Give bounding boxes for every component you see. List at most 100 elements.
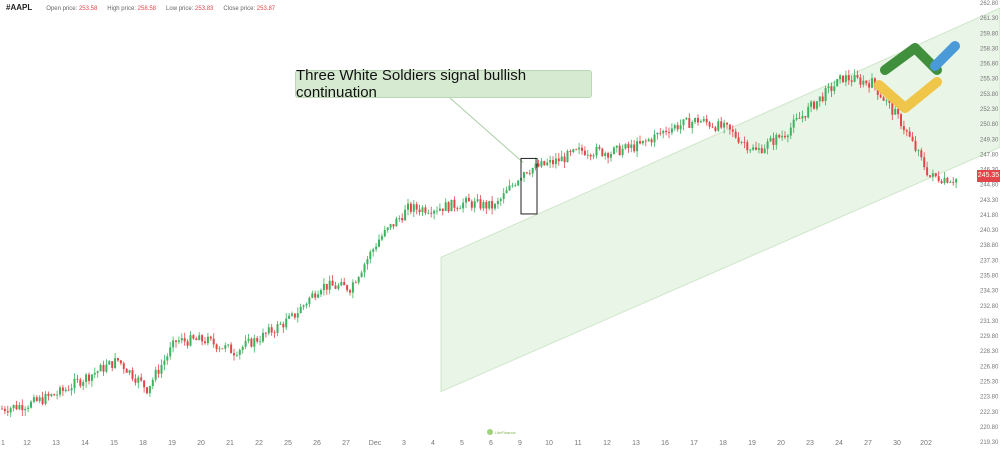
candle-body xyxy=(705,118,708,123)
x-tick-label: 19 xyxy=(748,440,756,447)
candle-body xyxy=(807,106,810,118)
candle-body xyxy=(778,135,781,138)
candle-body xyxy=(340,282,343,286)
candle-body xyxy=(198,335,201,341)
candle-body xyxy=(879,94,882,98)
candle-body xyxy=(717,121,720,131)
candle-body xyxy=(151,379,154,386)
candle-body xyxy=(354,282,357,284)
x-tick-label: 18 xyxy=(719,440,727,447)
candle-body xyxy=(769,138,772,142)
candle-body xyxy=(264,332,267,334)
candle-body xyxy=(482,201,485,209)
candle-body xyxy=(343,282,346,286)
candle-body xyxy=(421,207,424,213)
candle-body xyxy=(140,377,143,381)
candle-body xyxy=(656,132,659,135)
x-tick-label: 18 xyxy=(139,440,147,447)
y-tick-label: 231.30 xyxy=(980,319,999,325)
candle-body xyxy=(44,393,47,404)
candle-body xyxy=(128,370,131,373)
candle-body xyxy=(679,125,682,130)
candle-body xyxy=(250,338,253,347)
ohlc-header: #AAPL Open price: 253.58 High price: 258… xyxy=(6,3,275,12)
candle-body xyxy=(621,148,624,156)
x-tick-label: 19 xyxy=(168,440,176,447)
candle-body xyxy=(572,149,575,153)
y-tick-label: 238.80 xyxy=(980,243,999,249)
candle-body xyxy=(633,144,636,152)
candle-body xyxy=(253,338,256,347)
candle-body xyxy=(610,153,612,158)
candle-body xyxy=(18,405,21,410)
candle-body xyxy=(169,347,172,357)
candle-body xyxy=(752,147,755,150)
candle-body xyxy=(856,75,859,78)
y-tick-label: 228.30 xyxy=(980,349,999,355)
candle-body xyxy=(630,144,633,149)
candle-body xyxy=(937,176,940,182)
candle-body xyxy=(740,141,743,143)
candle-body xyxy=(186,341,189,346)
x-tick-label: 11 xyxy=(574,440,581,447)
candle-body xyxy=(441,208,444,211)
candle-body xyxy=(351,282,354,293)
candle-body xyxy=(305,303,308,306)
symbol-label: #AAPL xyxy=(6,3,33,12)
candle-body xyxy=(407,203,409,210)
y-tick-label: 249.30 xyxy=(980,137,999,143)
candle-body xyxy=(363,264,366,273)
candle-body xyxy=(583,150,586,156)
candle-body xyxy=(256,338,259,342)
candle-body xyxy=(67,389,70,391)
candle-body xyxy=(479,199,482,209)
candle-body xyxy=(79,379,82,386)
candle-body xyxy=(88,374,90,381)
candle-body xyxy=(160,364,163,374)
candle-body xyxy=(325,283,328,290)
candle-body xyxy=(41,397,44,404)
low-label: Low price: 253.83 xyxy=(166,6,214,12)
candle-body xyxy=(53,394,56,396)
x-tick-label: 16 xyxy=(661,440,669,447)
y-tick-label: 219.30 xyxy=(980,440,999,446)
x-tick-label: 13 xyxy=(632,440,640,447)
candle-body xyxy=(291,313,293,316)
candle-body xyxy=(279,323,282,325)
candle-body xyxy=(467,197,470,202)
candle-body xyxy=(9,408,12,413)
candle-body xyxy=(82,382,85,386)
y-tick-label: 222.30 xyxy=(980,410,999,416)
candle-body xyxy=(360,272,363,278)
x-tick-label: 13 xyxy=(52,440,60,447)
y-tick-label: 247.80 xyxy=(980,152,999,158)
candle-body xyxy=(288,315,291,319)
x-tick-label: 27 xyxy=(864,440,872,447)
candle-body xyxy=(943,177,946,184)
candle-body xyxy=(50,394,53,396)
candle-body xyxy=(813,101,815,109)
candle-body xyxy=(334,285,337,289)
candle-body xyxy=(320,290,322,295)
candle-body xyxy=(143,380,146,388)
x-tick-label: 20 xyxy=(777,440,785,447)
x-tick-label: 12 xyxy=(603,440,611,447)
candle-body xyxy=(282,323,285,328)
candle-body xyxy=(314,293,317,298)
candle-body xyxy=(177,340,180,342)
candle-body xyxy=(575,149,578,151)
candle-body xyxy=(537,163,540,167)
candle-body xyxy=(366,258,369,265)
candle-body xyxy=(891,102,894,115)
x-tick-label: 17 xyxy=(690,440,698,447)
candle-body xyxy=(853,75,856,82)
candle-body xyxy=(227,344,230,346)
candle-body xyxy=(801,116,804,119)
candle-body xyxy=(902,126,905,131)
candle-body xyxy=(952,182,955,183)
candle-body xyxy=(682,119,685,126)
candle-body xyxy=(24,408,27,411)
candle-body xyxy=(438,208,441,211)
x-tick-label: 22 xyxy=(255,440,263,447)
candle-body xyxy=(465,197,467,203)
